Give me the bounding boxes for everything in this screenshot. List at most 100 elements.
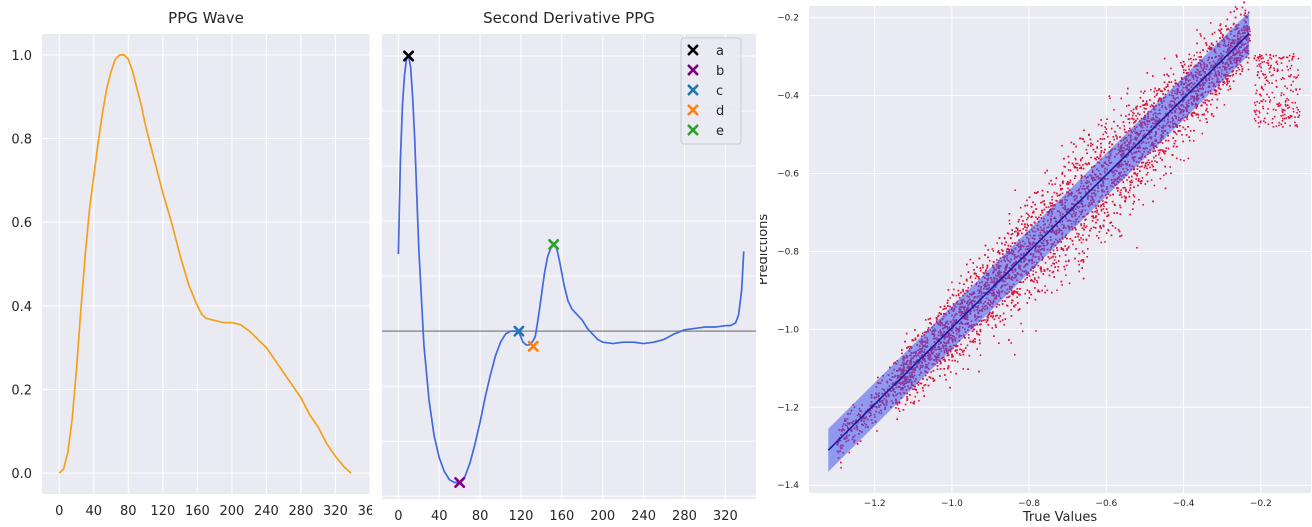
scatter-point — [1032, 211, 1034, 214]
scatter-point — [1081, 138, 1084, 140]
scatter-point — [1011, 233, 1014, 235]
scatter-point — [1100, 241, 1103, 244]
scatter-point — [913, 402, 915, 405]
scatter-point — [1034, 278, 1036, 281]
chart-title: PPG Wave — [168, 9, 244, 27]
scatter-point — [1142, 161, 1145, 164]
scatter-point — [1068, 161, 1070, 164]
scatter-point — [1129, 180, 1131, 183]
scatter-point — [1182, 66, 1184, 69]
scatter-point — [958, 353, 961, 355]
scatter-point — [1016, 227, 1019, 230]
scatter-point — [917, 334, 919, 336]
scatter-point — [999, 257, 1002, 259]
legend-box — [680, 37, 742, 145]
scatter-point — [1150, 179, 1153, 181]
scatter-point — [1157, 153, 1160, 156]
scatter-point — [1096, 140, 1099, 142]
scatter-point — [947, 299, 949, 302]
scatter-point — [1227, 89, 1230, 91]
scatter-point — [1123, 128, 1126, 131]
scatter-point — [1100, 227, 1102, 229]
scatter-point — [1159, 177, 1162, 180]
scatter-point — [1141, 177, 1144, 179]
scatter-point — [984, 319, 986, 321]
scatter-point — [1214, 89, 1217, 91]
marker-d — [527, 340, 539, 352]
scatter-point — [1078, 164, 1081, 166]
scatter-point — [986, 267, 988, 270]
scatter-point — [1012, 292, 1014, 295]
scatter-point — [1048, 257, 1051, 260]
scatter-point — [1221, 36, 1224, 38]
scatter-point — [1134, 121, 1136, 123]
scatter-point — [1196, 51, 1198, 54]
scatter-point — [1173, 130, 1175, 133]
scatter-point — [1149, 152, 1151, 154]
scatter-point — [1096, 209, 1098, 212]
scatter-point — [957, 293, 960, 295]
scatter-point — [922, 390, 925, 392]
scatter-point — [897, 407, 900, 410]
scatter-point — [1030, 293, 1032, 296]
scatter-point — [1080, 167, 1082, 170]
x-tick-label: 200 — [590, 509, 615, 524]
scatter-point — [1031, 280, 1034, 282]
scatter-point — [1068, 282, 1071, 285]
scatter-point — [914, 388, 916, 390]
scatter-point — [1013, 292, 1015, 294]
scatter-point — [969, 258, 972, 261]
x-tick-label: 320 — [713, 509, 738, 524]
scatter-point — [969, 277, 972, 279]
scatter-point — [1125, 131, 1128, 133]
scatter-point — [1241, 68, 1244, 70]
scatter-point — [1096, 211, 1098, 214]
scatter-point — [952, 347, 954, 350]
scatter-point — [929, 322, 931, 324]
scatter-point — [1038, 216, 1040, 219]
scatter-point — [1145, 100, 1148, 103]
scatter-point — [907, 346, 909, 348]
scatter-point — [1126, 179, 1128, 181]
scatter-point — [1165, 147, 1167, 149]
scatter-point — [1222, 34, 1224, 37]
scatter-point — [1151, 160, 1153, 163]
scatter-point — [1012, 291, 1015, 293]
scatter-point — [1001, 303, 1004, 305]
scatter-point — [956, 349, 958, 351]
scatter-point — [1131, 181, 1134, 183]
legend-marker-b — [687, 64, 699, 76]
scatter-point — [1105, 132, 1108, 134]
scatter-point — [1009, 245, 1012, 247]
scatter-point — [1060, 280, 1063, 283]
scatter-point — [1088, 234, 1090, 237]
y-tick-label: 0.6 — [11, 216, 32, 231]
scatter-point — [996, 259, 998, 261]
scatter-point — [967, 287, 970, 289]
scatter-point — [1035, 192, 1038, 194]
scatter-point — [1204, 99, 1206, 102]
scatter-point — [1090, 156, 1092, 159]
scatter-point — [1117, 187, 1120, 189]
scatter-point — [1114, 204, 1116, 206]
scatter-point — [1219, 23, 1222, 25]
scatter-point — [1057, 266, 1059, 268]
scatter-point — [1219, 30, 1221, 32]
scatter-point — [1016, 296, 1018, 298]
legend-marker-d — [687, 104, 699, 116]
scatter-point — [1033, 211, 1035, 214]
scatter-point — [980, 323, 982, 325]
scatter-point — [1133, 122, 1135, 124]
scatter-point — [1120, 194, 1122, 196]
scatter-point — [1206, 50, 1209, 53]
scatter-point — [1163, 174, 1165, 177]
scatter-point — [1001, 253, 1004, 255]
scatter-point — [1228, 85, 1231, 88]
scatter-point — [1002, 250, 1004, 252]
scatter-point — [1053, 276, 1055, 278]
scatter-point — [1014, 230, 1016, 233]
scatter-point — [1208, 100, 1210, 102]
legend-marker-a — [687, 44, 699, 56]
scatter-point — [1179, 158, 1182, 161]
scatter-point — [1142, 204, 1144, 206]
